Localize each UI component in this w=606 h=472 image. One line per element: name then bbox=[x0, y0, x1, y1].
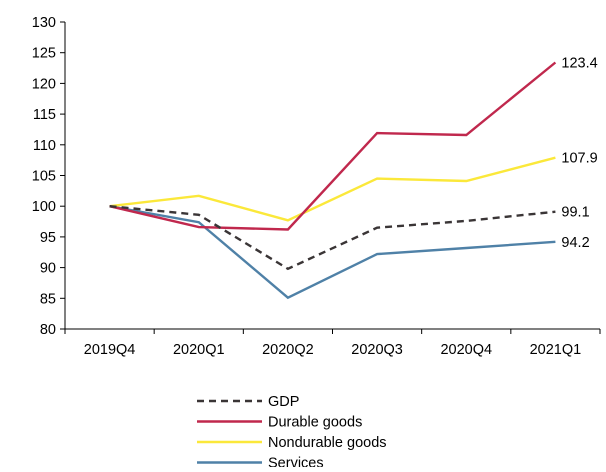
end-labels: 99.1 123.4 107.9 94.2 bbox=[561, 56, 597, 251]
series-line-nondurable-goods bbox=[109, 156, 556, 222]
series-line-gdp bbox=[109, 205, 556, 271]
series-line-durable-goods bbox=[109, 61, 557, 231]
x-tick-label: 2019Q4 bbox=[84, 342, 136, 358]
x-tick-label: 2021Q1 bbox=[530, 342, 582, 358]
y-tick-label: 115 bbox=[33, 107, 56, 123]
legend-label-services: Services bbox=[268, 456, 324, 468]
legend-label-gdp: GDP bbox=[268, 394, 299, 410]
x-tick-label: 2020Q2 bbox=[262, 342, 314, 358]
x-axis-ticks: 2019Q4 2020Q1 2020Q2 2020Q3 2020Q4 2021Q1 bbox=[64, 329, 601, 358]
y-tick-label: 80 bbox=[40, 322, 56, 338]
y-tick-label: 110 bbox=[33, 138, 56, 154]
y-tick-label: 100 bbox=[32, 199, 56, 215]
y-tick-label: 105 bbox=[32, 169, 56, 185]
y-tick-label: 90 bbox=[40, 261, 56, 277]
data-label-nondurable-goods: 107.9 bbox=[561, 151, 597, 167]
data-label-services: 94.2 bbox=[561, 235, 589, 251]
axes bbox=[64, 22, 600, 330]
legend-label-nondurable-goods: Nondurable goods bbox=[268, 435, 387, 451]
y-axis-ticks: 80 85 90 95 100 105 110 115 120 125 130 bbox=[32, 15, 65, 338]
series-line-services bbox=[109, 205, 556, 300]
data-label-durable-goods: 123.4 bbox=[561, 56, 597, 72]
legend-label-durable-goods: Durable goods bbox=[268, 415, 362, 431]
x-tick-label: 2020Q1 bbox=[173, 342, 225, 358]
y-tick-label: 130 bbox=[32, 15, 56, 31]
legend: GDP Durable goods Nondurable goods Services bbox=[197, 394, 387, 472]
series-lines bbox=[109, 61, 557, 300]
y-tick-label: 85 bbox=[40, 291, 56, 307]
y-tick-label: 95 bbox=[40, 230, 56, 246]
data-label-gdp: 99.1 bbox=[561, 205, 589, 221]
y-tick-label: 120 bbox=[32, 76, 56, 92]
x-tick-label: 2020Q3 bbox=[351, 342, 403, 358]
y-tick-label: 125 bbox=[32, 46, 56, 62]
x-tick-label: 2020Q4 bbox=[440, 342, 492, 358]
